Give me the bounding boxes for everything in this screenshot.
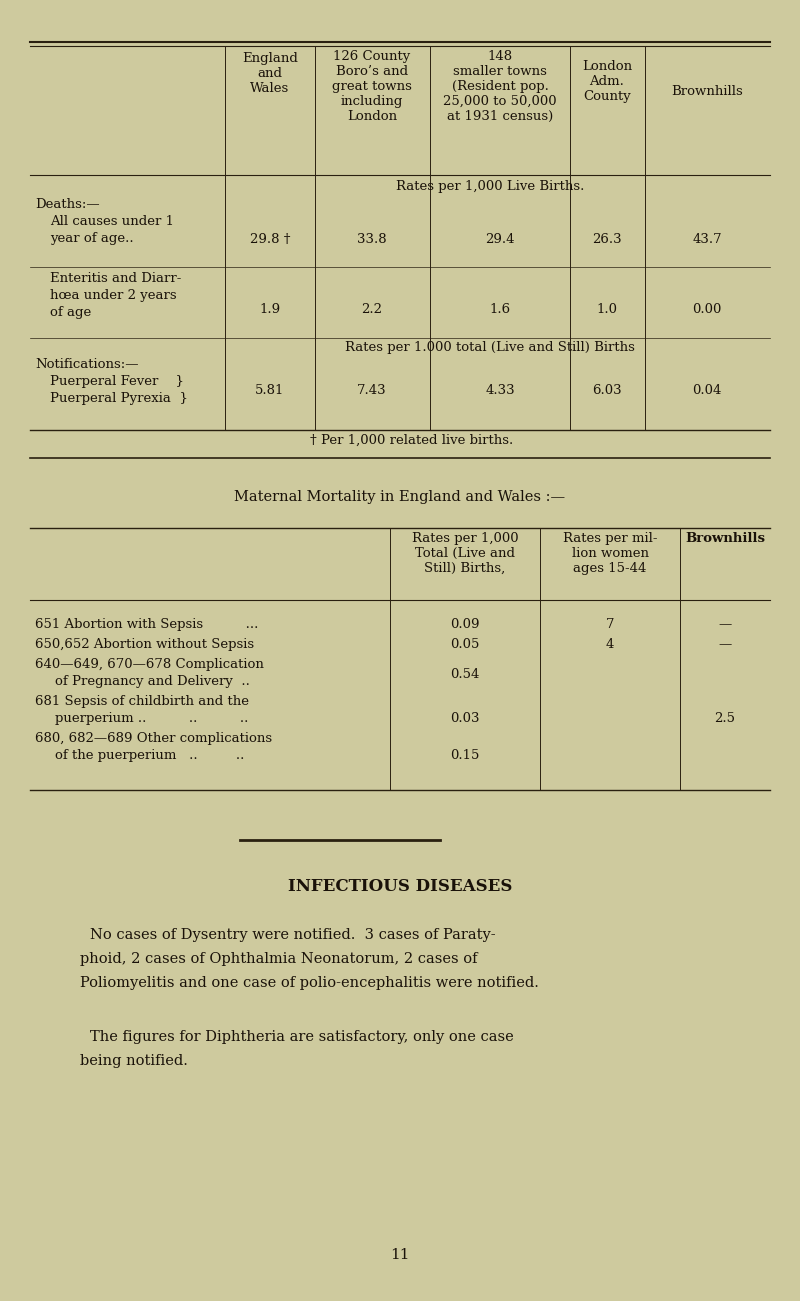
Text: INFECTIOUS DISEASES: INFECTIOUS DISEASES bbox=[288, 878, 512, 895]
Text: phoid, 2 cases of Ophthalmia Neonatorum, 2 cases of: phoid, 2 cases of Ophthalmia Neonatorum,… bbox=[80, 952, 478, 967]
Text: 0.09: 0.09 bbox=[450, 618, 480, 631]
Text: 0.03: 0.03 bbox=[450, 712, 480, 725]
Text: 1.6: 1.6 bbox=[490, 303, 510, 316]
Text: 650,652 Abortion without Sepsis: 650,652 Abortion without Sepsis bbox=[35, 637, 254, 650]
Text: 29.8 †: 29.8 † bbox=[250, 233, 290, 246]
Text: 43.7: 43.7 bbox=[692, 233, 722, 246]
Text: 0.54: 0.54 bbox=[450, 667, 480, 680]
Text: —: — bbox=[718, 637, 732, 650]
Text: All causes under 1: All causes under 1 bbox=[50, 215, 174, 228]
Text: —: — bbox=[718, 618, 732, 631]
Text: 1.0: 1.0 bbox=[597, 303, 618, 316]
Text: 7.43: 7.43 bbox=[357, 384, 387, 397]
Text: being notified.: being notified. bbox=[80, 1054, 188, 1068]
Text: Puerperal Pyrexia  }: Puerperal Pyrexia } bbox=[50, 392, 188, 405]
Text: 126 County
Boro’s and
great towns
including
London: 126 County Boro’s and great towns includ… bbox=[332, 49, 412, 124]
Text: Rates per 1.000 total (Live and Still) Births: Rates per 1.000 total (Live and Still) B… bbox=[345, 341, 635, 354]
Text: 148
smaller towns
(Resident pop.
25,000 to 50,000
at 1931 census): 148 smaller towns (Resident pop. 25,000 … bbox=[443, 49, 557, 124]
Text: The figures for Diphtheria are satisfactory, only one case: The figures for Diphtheria are satisfact… bbox=[90, 1030, 514, 1043]
Text: 1.9: 1.9 bbox=[259, 303, 281, 316]
Text: of age: of age bbox=[50, 306, 91, 319]
Text: Rates per mil-
lion women
ages 15-44: Rates per mil- lion women ages 15-44 bbox=[562, 532, 658, 575]
Text: 6.03: 6.03 bbox=[592, 384, 622, 397]
Text: Brownhills: Brownhills bbox=[671, 85, 743, 98]
Text: No cases of Dysentry were notified.  3 cases of Paraty-: No cases of Dysentry were notified. 3 ca… bbox=[90, 928, 496, 942]
Text: Brownhills: Brownhills bbox=[685, 532, 765, 545]
Text: Notifications:—: Notifications:— bbox=[35, 358, 138, 371]
Text: Deaths:—: Deaths:— bbox=[35, 198, 100, 211]
Text: Enteritis and Diarr-: Enteritis and Diarr- bbox=[50, 272, 182, 285]
Text: 2.2: 2.2 bbox=[362, 303, 382, 316]
Text: † Per 1,000 related live births.: † Per 1,000 related live births. bbox=[310, 435, 514, 448]
Text: 26.3: 26.3 bbox=[592, 233, 622, 246]
Text: hœa under 2 years: hœa under 2 years bbox=[50, 289, 177, 302]
Text: 4.33: 4.33 bbox=[485, 384, 515, 397]
Text: 7: 7 bbox=[606, 618, 614, 631]
Text: 640—649, 670—678 Complication: 640—649, 670—678 Complication bbox=[35, 658, 264, 671]
Text: 0.00: 0.00 bbox=[692, 303, 722, 316]
Text: 2.5: 2.5 bbox=[714, 712, 735, 725]
Text: year of age..: year of age.. bbox=[50, 232, 134, 245]
Text: Rates per 1,000
Total (Live and
Still) Births,: Rates per 1,000 Total (Live and Still) B… bbox=[412, 532, 518, 575]
Text: Rates per 1,000 Live Births.: Rates per 1,000 Live Births. bbox=[396, 180, 584, 193]
Text: 651 Abortion with Sepsis          ...: 651 Abortion with Sepsis ... bbox=[35, 618, 258, 631]
Text: Poliomyelitis and one case of polio-encephalitis were notified.: Poliomyelitis and one case of polio-ence… bbox=[80, 976, 539, 990]
Text: Maternal Mortality in England and Wales :—: Maternal Mortality in England and Wales … bbox=[234, 490, 566, 503]
Text: 5.81: 5.81 bbox=[255, 384, 285, 397]
Text: 0.15: 0.15 bbox=[450, 749, 480, 762]
Text: 0.04: 0.04 bbox=[692, 384, 722, 397]
Text: London
Adm.
County: London Adm. County bbox=[582, 60, 632, 103]
Text: 11: 11 bbox=[390, 1248, 410, 1262]
Text: 680, 682—689 Other complications: 680, 682—689 Other complications bbox=[35, 732, 272, 745]
Text: 33.8: 33.8 bbox=[357, 233, 387, 246]
Text: 29.4: 29.4 bbox=[486, 233, 514, 246]
Text: England
and
Wales: England and Wales bbox=[242, 52, 298, 95]
Text: 4: 4 bbox=[606, 637, 614, 650]
Text: puerperium ..          ..          ..: puerperium .. .. .. bbox=[55, 712, 248, 725]
Text: 681 Sepsis of childbirth and the: 681 Sepsis of childbirth and the bbox=[35, 695, 249, 708]
Text: of Pregnancy and Delivery  ..: of Pregnancy and Delivery .. bbox=[55, 675, 250, 688]
Text: of the puerperium   ..         ..: of the puerperium .. .. bbox=[55, 749, 244, 762]
Text: 0.05: 0.05 bbox=[450, 637, 480, 650]
Text: Puerperal Fever    }: Puerperal Fever } bbox=[50, 375, 184, 388]
